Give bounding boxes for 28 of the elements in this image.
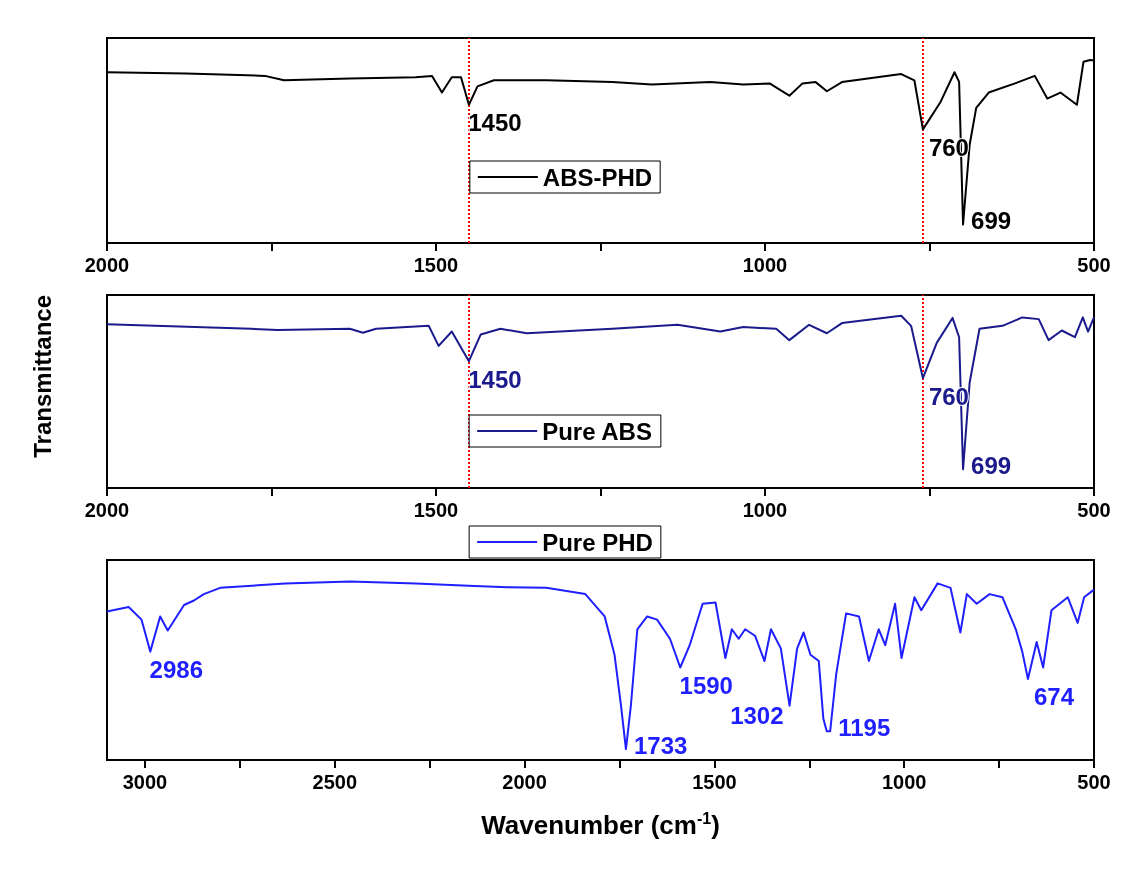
annotation: 1195: [838, 713, 891, 741]
legend-label: ABS-PHD: [542, 163, 653, 191]
annotation: 699: [971, 207, 1012, 235]
annotation: 1450: [468, 109, 522, 137]
legend-label: Pure PHD: [542, 528, 653, 556]
annotation: 1733: [633, 731, 688, 759]
annotation: 2986: [149, 656, 203, 684]
x-tick-label: 1500: [413, 499, 459, 521]
annotation: 1302: [730, 702, 784, 730]
x-tick-label: 3000: [122, 771, 168, 793]
x-tick-label: 1500: [413, 254, 459, 276]
legend-label: Pure ABS: [542, 417, 652, 445]
annotation: 699: [971, 451, 1012, 479]
x-tick-label: 500: [1077, 254, 1111, 276]
x-tick-label: 500: [1077, 499, 1111, 521]
x-tick-label: 500: [1077, 771, 1111, 793]
x-tick-label: 2000: [84, 499, 130, 521]
x-tick-label: 2000: [502, 771, 547, 793]
y-axis-title: Transmittance: [28, 294, 56, 458]
x-tick-label: 2000: [84, 254, 130, 276]
annotation: 1450: [468, 365, 522, 393]
x-tick-label: 1500: [692, 771, 737, 793]
annotation: 674: [1033, 683, 1075, 711]
annotation: 1590: [679, 672, 733, 699]
x-tick-label: 2500: [312, 771, 358, 793]
x-tick-label: 1000: [742, 254, 788, 276]
x-tick-label: 1000: [742, 499, 788, 521]
x-tick-label: 1000: [881, 771, 927, 793]
